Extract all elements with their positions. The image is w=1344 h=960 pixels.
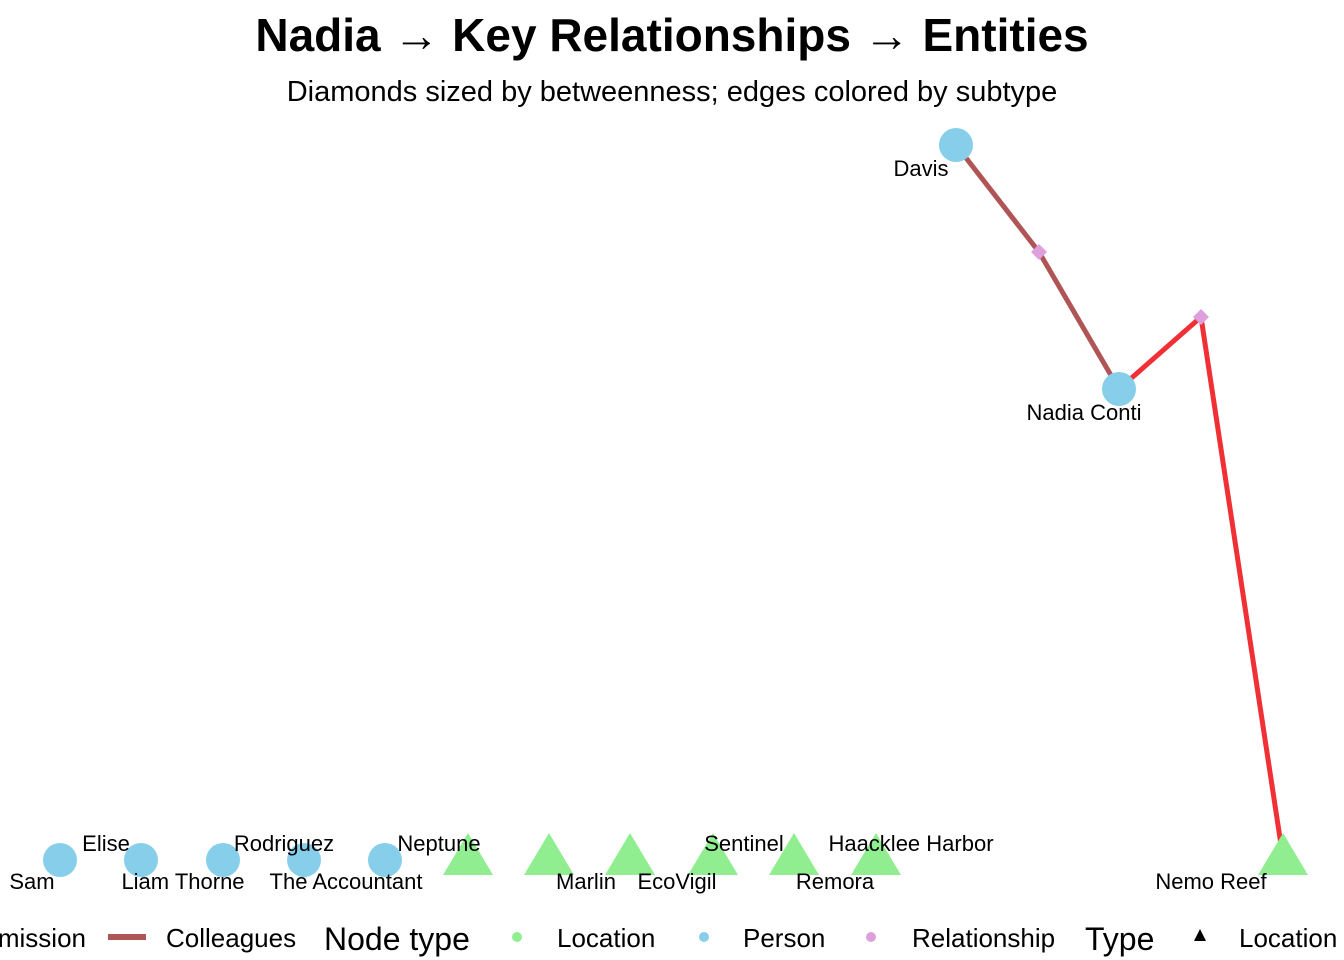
labels-layer: Davis Nadia Conti Nemo Reef Sam Elise Liam Th… bbox=[9, 156, 1267, 894]
legend-triangle-icon bbox=[1194, 929, 1206, 941]
node-label-sam: Sam bbox=[9, 869, 54, 894]
node-label-haacklee: Haacklee Harbor bbox=[828, 831, 993, 856]
legend-relationship-swatch bbox=[866, 932, 876, 942]
location-node-haacklee bbox=[851, 833, 901, 875]
legend-node-type-location: Location bbox=[557, 923, 655, 953]
legend-person-swatch bbox=[699, 932, 709, 942]
location-node-ecovigil bbox=[605, 833, 655, 875]
location-node-sentinel bbox=[688, 833, 738, 875]
node-label-liam: Liam Thorne bbox=[121, 869, 244, 894]
node-label-rodriguez: Rodriguez bbox=[234, 831, 334, 856]
chart-subtitle: Diamonds sized by betweenness; edges col… bbox=[286, 76, 1058, 108]
edge-rel1-nadia bbox=[1036, 249, 1122, 392]
node-label-elise: Elise bbox=[82, 831, 130, 856]
node-label-davis: Davis bbox=[893, 156, 948, 181]
node-label-marlin: Marlin bbox=[556, 869, 616, 894]
edge-rel2-nemo bbox=[1198, 314, 1286, 861]
legend-node-type-relationship: Relationship bbox=[912, 923, 1055, 953]
legend: mission Colleagues Node type Location Pe… bbox=[0, 921, 1337, 957]
relationship-node-rel1 bbox=[1031, 244, 1047, 260]
node-label-accountant: The Accountant bbox=[270, 869, 423, 894]
person-node-nadia bbox=[1102, 372, 1136, 406]
person-node-rodriguez bbox=[287, 843, 321, 877]
chart-title: Nadia → Key Relationships → Entities bbox=[255, 9, 1089, 61]
legend-type-location: Location bbox=[1239, 923, 1337, 953]
node-label-neptune: Neptune bbox=[397, 831, 480, 856]
legend-type-title: Type bbox=[1085, 921, 1154, 957]
person-node-davis bbox=[939, 128, 973, 162]
location-node-remora bbox=[769, 833, 819, 875]
nodes-layer bbox=[43, 128, 1308, 877]
node-label-nemo: Nemo Reef bbox=[1155, 869, 1267, 894]
person-node-sam bbox=[43, 843, 77, 877]
edge-nadia-rel2 bbox=[1116, 314, 1204, 392]
relationship-node-rel2 bbox=[1193, 309, 1209, 325]
legend-node-type-title: Node type bbox=[324, 921, 470, 957]
edges-layer bbox=[953, 142, 1286, 861]
location-node-marlin bbox=[524, 833, 574, 875]
node-label-remora: Remora bbox=[796, 869, 875, 894]
legend-node-type-person: Person bbox=[743, 923, 825, 953]
person-node-accountant bbox=[368, 843, 402, 877]
node-label-ecovigil: EcoVigil bbox=[637, 869, 716, 894]
edge-davis-rel1 bbox=[953, 142, 1042, 255]
location-node-nemo bbox=[1258, 833, 1308, 875]
legend-edge-item-permission: mission bbox=[0, 923, 86, 953]
legend-edge-item-colleagues: Colleagues bbox=[166, 923, 296, 953]
node-label-nadia: Nadia Conti bbox=[1027, 400, 1142, 425]
legend-location-swatch bbox=[512, 932, 522, 942]
location-node-neptune bbox=[443, 833, 493, 875]
node-label-sentinel: Sentinel bbox=[704, 831, 784, 856]
person-node-elise bbox=[124, 843, 158, 877]
person-node-liam bbox=[206, 843, 240, 877]
